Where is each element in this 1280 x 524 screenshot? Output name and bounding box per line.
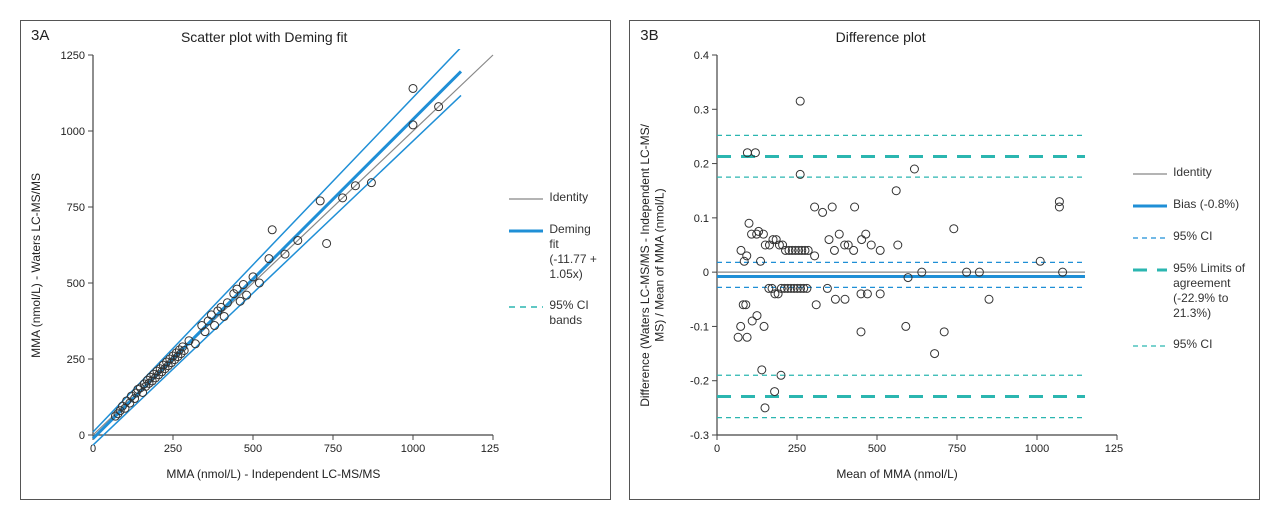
svg-text:0: 0 bbox=[714, 443, 720, 455]
legend-3a: Identity Deming fit(-11.77 + 1.05x) 95% CI… bbox=[499, 27, 602, 491]
svg-text:0.4: 0.4 bbox=[694, 50, 709, 62]
difference-chart-3b: 0 250 500 750 1000 1250 -0.3 -0.2 -0.1 0 0.1 0.2 0.3… bbox=[671, 49, 1123, 463]
svg-text:500: 500 bbox=[868, 443, 886, 455]
panel-title-3a: Scatter plot with Deming fit bbox=[181, 29, 348, 45]
panel-3a: 3A Scatter plot with Deming fit MMA (nmo… bbox=[20, 20, 611, 500]
legend-swatch bbox=[1133, 199, 1167, 213]
legend-swatch bbox=[1133, 167, 1167, 181]
svg-text:500: 500 bbox=[244, 443, 262, 455]
svg-text:0: 0 bbox=[703, 267, 709, 279]
legend-item: Identity bbox=[509, 190, 602, 206]
legend-item: 95% Limits of agreement(-22.9% to 21.3%) bbox=[1133, 261, 1251, 321]
svg-text:1250: 1250 bbox=[1105, 443, 1123, 455]
svg-text:750: 750 bbox=[324, 443, 342, 455]
legend-item: 95% CI bands bbox=[509, 298, 602, 328]
svg-text:250: 250 bbox=[788, 443, 806, 455]
legend-text: Identity bbox=[549, 190, 588, 205]
svg-text:0.3: 0.3 bbox=[694, 104, 709, 116]
legend-text: Identity bbox=[1173, 165, 1212, 180]
svg-text:1250: 1250 bbox=[481, 443, 499, 455]
legend-item: 95% CI bbox=[1133, 337, 1251, 353]
legend-item: Deming fit(-11.77 + 1.05x) bbox=[509, 222, 602, 282]
legend-text: 95% CI bands bbox=[549, 298, 602, 328]
legend-swatch bbox=[509, 224, 543, 238]
legend-item: Identity bbox=[1133, 165, 1251, 181]
ylabel-3b: Difference (Waters LC-MS/MS - Independen… bbox=[638, 124, 667, 407]
panel-title-3b: Difference plot bbox=[836, 29, 926, 45]
svg-text:1000: 1000 bbox=[401, 443, 425, 455]
svg-text:1250: 1250 bbox=[61, 50, 85, 62]
svg-text:0: 0 bbox=[79, 430, 85, 442]
legend-text: 95% Limits of agreement(-22.9% to 21.3%) bbox=[1173, 261, 1251, 321]
svg-text:-0.1: -0.1 bbox=[690, 321, 709, 333]
legend-text: 95% CI bbox=[1173, 229, 1212, 244]
ylabel-3a: MMA (nmol/L) - Waters LC-MS/MS bbox=[29, 173, 43, 358]
svg-text:250: 250 bbox=[164, 443, 182, 455]
legend-swatch bbox=[509, 300, 543, 314]
xlabel-3a: MMA (nmol/L) - Independent LC-MS/MS bbox=[47, 467, 499, 481]
legend-swatch bbox=[1133, 339, 1167, 353]
svg-text:250: 250 bbox=[67, 354, 85, 366]
svg-text:0.1: 0.1 bbox=[694, 213, 709, 225]
legend-text: Deming fit(-11.77 + 1.05x) bbox=[549, 222, 602, 282]
xlabel-3b: Mean of MMA (nmol/L) bbox=[671, 467, 1123, 481]
svg-text:0.2: 0.2 bbox=[694, 159, 709, 171]
svg-text:750: 750 bbox=[948, 443, 966, 455]
svg-text:750: 750 bbox=[67, 202, 85, 214]
panel-3b: 3B Difference plot Difference (Waters LC… bbox=[629, 20, 1260, 500]
panel-label-3b: 3B bbox=[640, 27, 658, 44]
figure-row: 3A Scatter plot with Deming fit MMA (nmo… bbox=[20, 20, 1260, 500]
svg-text:1000: 1000 bbox=[1025, 443, 1049, 455]
svg-text:-0.2: -0.2 bbox=[690, 376, 709, 388]
legend-3b: Identity Bias (-0.8%) 95% CI 95% Limits of … bbox=[1123, 27, 1251, 491]
legend-swatch bbox=[1133, 263, 1167, 277]
legend-text: 95% CI bbox=[1173, 337, 1212, 352]
panel-label-3a: 3A bbox=[31, 27, 49, 44]
svg-text:1000: 1000 bbox=[61, 126, 85, 138]
legend-swatch bbox=[509, 192, 543, 206]
legend-text: Bias (-0.8%) bbox=[1173, 197, 1239, 212]
svg-text:-0.3: -0.3 bbox=[690, 430, 709, 442]
legend-item: 95% CI bbox=[1133, 229, 1251, 245]
legend-item: Bias (-0.8%) bbox=[1133, 197, 1251, 213]
legend-swatch bbox=[1133, 231, 1167, 245]
svg-text:500: 500 bbox=[67, 278, 85, 290]
scatter-chart-3a: 025050075010001250025050075010001250 bbox=[47, 49, 499, 463]
